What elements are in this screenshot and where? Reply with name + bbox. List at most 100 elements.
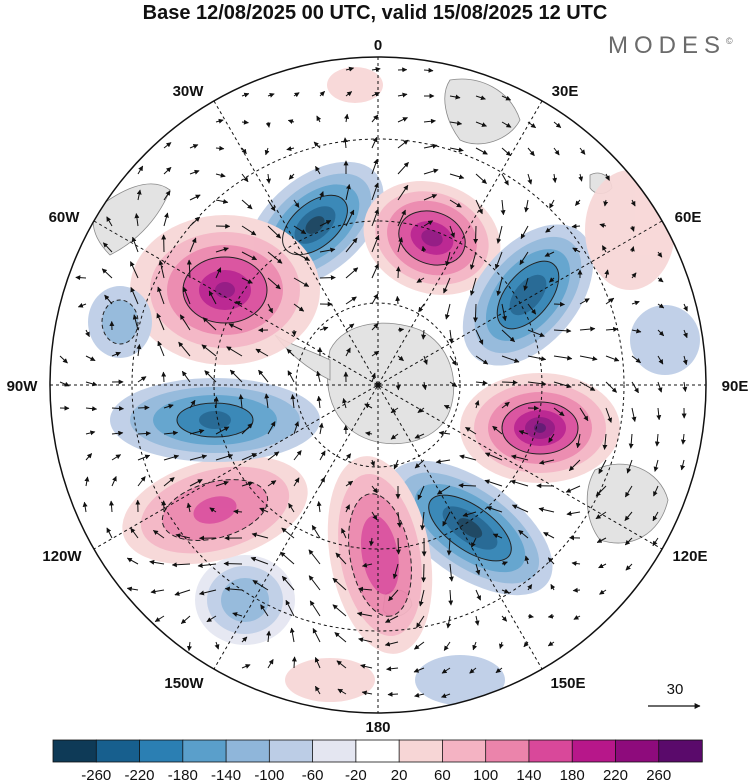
wind-arrow <box>631 381 639 394</box>
wind-arrow <box>137 476 146 487</box>
lon-label-90w: 90W <box>7 378 39 395</box>
wind-arrow <box>238 394 244 409</box>
colorbar-swatch <box>571 739 617 763</box>
colorbar-tick-label: -60 <box>302 767 324 783</box>
wind-arrow <box>527 173 533 185</box>
wind-arrow <box>511 454 529 461</box>
wind-arrow <box>423 355 428 365</box>
wind-arrow <box>189 429 205 435</box>
wind-arrow <box>418 589 425 607</box>
wind-arrow <box>241 173 249 183</box>
wind-arrow <box>539 459 555 465</box>
wind-arrow <box>178 341 191 357</box>
wind-arrow <box>266 630 272 643</box>
wind-arrow <box>475 589 481 601</box>
wind-arrow <box>371 234 380 253</box>
colorbar-tick-label: 220 <box>603 767 628 783</box>
wind-arrow <box>126 586 139 592</box>
wind-arrow <box>553 407 565 417</box>
wind-arrow <box>111 454 122 461</box>
lon-label-150w: 150W <box>164 675 204 692</box>
wind-arrow <box>316 115 322 123</box>
wind-arrow <box>527 147 535 157</box>
wind-arrow <box>241 277 253 284</box>
wind-arrow <box>358 637 373 643</box>
wind-arrow <box>553 121 562 128</box>
wind-arrow <box>111 430 124 436</box>
wind-arrow <box>371 350 380 357</box>
lon-label-120w: 120W <box>42 548 82 565</box>
wind-arrow <box>75 275 87 281</box>
wind-arrow <box>500 199 506 216</box>
map-title: Base 12/08/2025 00 UTC, valid 15/08/2025… <box>142 2 608 24</box>
wind-arrow <box>416 277 425 283</box>
wind-arrow <box>423 67 434 73</box>
wind-arrow <box>566 511 581 516</box>
wind-arrow <box>181 370 191 383</box>
colorbar-swatch <box>485 739 530 763</box>
reference-vector: 30 <box>648 681 701 709</box>
wind-arrow <box>680 459 686 471</box>
wind-arrow <box>579 407 589 422</box>
wind-arrow <box>475 355 489 365</box>
wind-arrow <box>175 533 191 539</box>
wind-arrow <box>251 532 269 539</box>
wind-arrow <box>470 537 477 548</box>
lon-label-60w: 60W <box>49 209 81 226</box>
wind-arrow <box>267 658 274 669</box>
colorbar-swatch <box>441 739 487 763</box>
wind-arrow <box>486 506 503 513</box>
wind-arrow <box>163 167 172 175</box>
wind-arrow <box>605 173 610 181</box>
wind-arrow <box>553 301 565 307</box>
wind-arrow <box>371 485 378 494</box>
wind-arrow <box>360 663 373 669</box>
brand-text: MODES <box>608 32 727 59</box>
wind-arrow <box>293 303 305 312</box>
wind-arrow <box>423 220 434 227</box>
wind-arrow <box>111 405 124 411</box>
wind-arrow <box>442 511 451 527</box>
wind-arrow <box>449 381 458 388</box>
wind-arrow <box>518 430 529 435</box>
colorbar-tick-label: -260 <box>81 767 111 783</box>
wind-arrow <box>579 326 596 332</box>
wind-arrow <box>206 615 217 623</box>
wind-arrow <box>161 371 167 383</box>
wind-arrow <box>458 482 477 488</box>
wind-arrow <box>293 251 311 261</box>
wind-arrow <box>475 121 487 127</box>
wind-arrow <box>413 667 425 673</box>
wind-arrow <box>598 459 607 474</box>
wind-arrow <box>287 119 295 124</box>
wind-arrow <box>233 509 243 515</box>
wind-arrow <box>631 328 642 334</box>
wind-arrow <box>579 355 598 361</box>
wind-arrow <box>553 355 573 361</box>
wind-arrow <box>335 552 347 565</box>
wind-arrow <box>267 225 282 239</box>
wind-arrow <box>319 275 336 281</box>
wind-arrow <box>189 144 199 149</box>
wind-arrow <box>443 404 451 410</box>
wind-arrow <box>345 209 355 227</box>
wind-arrow <box>473 225 479 244</box>
wind-arrow <box>108 500 114 513</box>
wind-arrow <box>104 294 113 305</box>
wind-arrow <box>264 393 270 409</box>
wind-arrow <box>345 237 358 253</box>
wind-arrow <box>319 326 329 332</box>
colorbar-tick-label: 100 <box>473 767 498 783</box>
colorbar-swatch <box>139 739 184 763</box>
wind-arrow <box>241 453 257 461</box>
wind-arrow <box>547 641 555 647</box>
wind-arrow <box>579 147 586 155</box>
wind-arrow <box>418 303 425 313</box>
wind-arrow <box>652 537 659 547</box>
wind-arrow <box>289 627 295 643</box>
wind-arrow <box>371 158 379 175</box>
wind-arrow <box>397 327 405 333</box>
wind-arrow <box>475 95 486 101</box>
wind-arrow <box>241 481 254 487</box>
wind-arrow <box>395 266 401 279</box>
